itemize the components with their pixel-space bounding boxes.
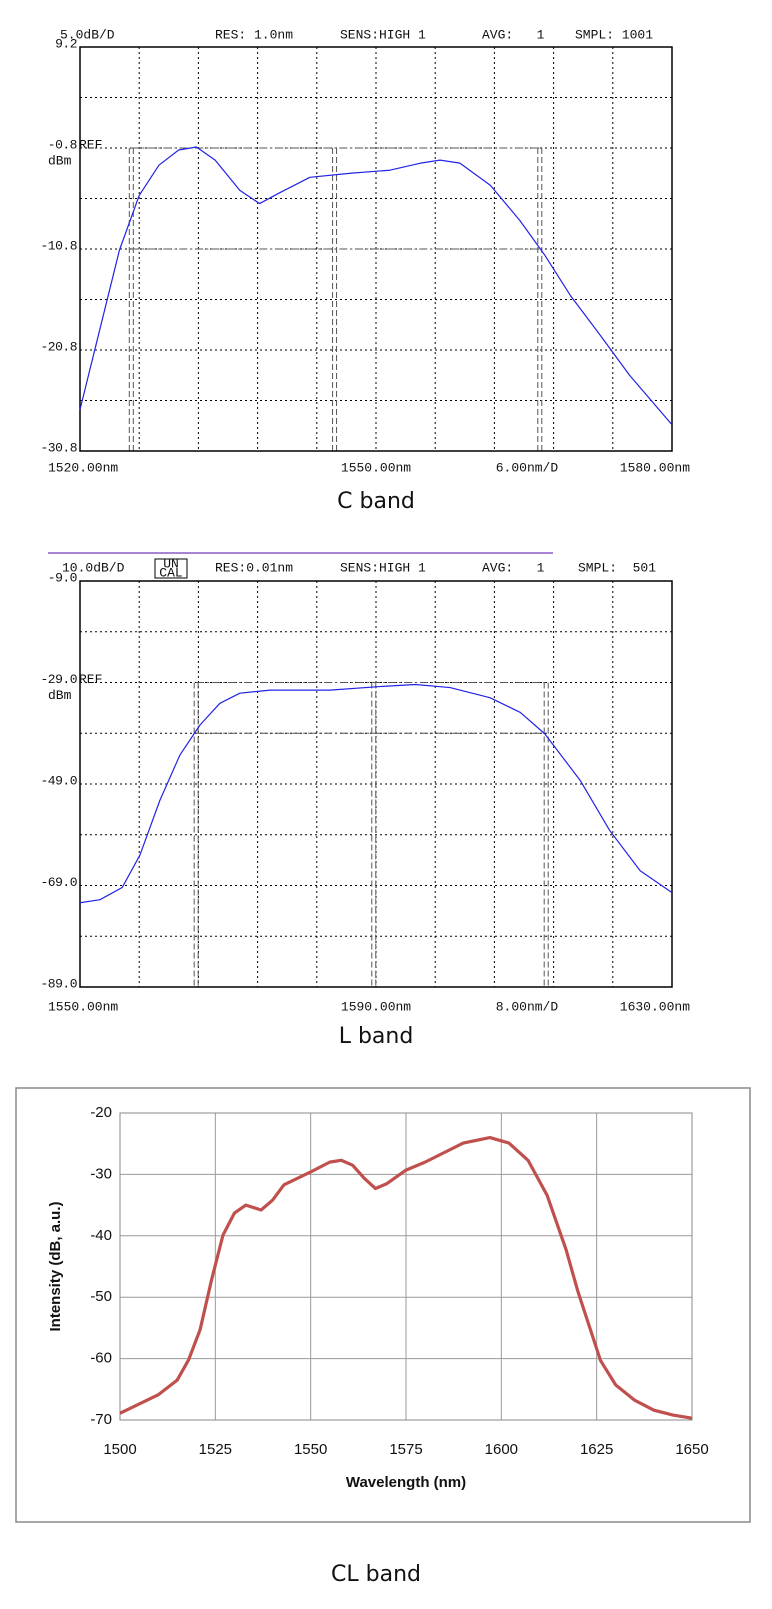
x-tick-label: 1500: [103, 1441, 136, 1458]
header-text: SMPL: 501: [578, 560, 656, 575]
header-text: 5.0dB/D: [60, 27, 115, 42]
data-line: [79, 146, 673, 426]
status-text: UN: [163, 556, 179, 571]
plot-frame: [119, 1112, 693, 1421]
x-tick-label: 1525: [199, 1441, 232, 1458]
chart-frame: [15, 1087, 751, 1523]
y-axis-title: Intensity (dB, a.u.): [47, 1201, 64, 1331]
caption: CL band: [331, 1562, 421, 1587]
unit-label: dBm: [48, 153, 72, 168]
x-tick-label: 1520.00nm: [48, 460, 118, 475]
y-tick-label: -30: [90, 1165, 112, 1182]
y-tick-label: -89.0: [40, 976, 77, 991]
x-division: 6.00nm/D: [496, 460, 559, 475]
header-text: RES: 1.0nm: [215, 27, 293, 42]
plot-frame: [79, 46, 673, 452]
x-tick-label: 1630.00nm: [620, 999, 690, 1014]
x-tick-label: 1625: [580, 1441, 613, 1458]
y-tick-label: -10.8: [40, 238, 77, 253]
x-tick-label: 1650: [675, 1441, 708, 1458]
y-tick-label: -20.8: [40, 339, 77, 354]
y-tick-label: -40: [90, 1227, 112, 1244]
y-tick-label: -20: [90, 1104, 112, 1121]
header-text: SMPL: 1001: [575, 27, 653, 42]
y-tick-label: 9.2: [55, 36, 77, 51]
x-division: 8.00nm/D: [496, 999, 559, 1014]
status-box: [154, 558, 188, 579]
y-tick-label: -30.8: [40, 440, 77, 455]
data-line: [119, 1135, 693, 1420]
header-text: AVG: 1: [482, 27, 545, 42]
header-text: AVG: 1: [482, 560, 545, 575]
caption: L band: [339, 1024, 414, 1049]
x-tick-label: 1580.00nm: [620, 460, 690, 475]
y-tick-label: -29.0: [40, 672, 77, 687]
header-text: SENS:HIGH 1: [340, 560, 426, 575]
header-text: RES:0.01nm: [215, 560, 293, 575]
y-tick-label: -0.8: [48, 137, 77, 152]
x-tick-label: 1550.00nm: [48, 999, 118, 1014]
y-tick-label: -69.0: [40, 875, 77, 890]
x-tick-label: 1575: [389, 1441, 422, 1458]
ref-label: REF: [79, 672, 102, 687]
x-tick-label: 1550: [294, 1441, 327, 1458]
y-tick-label: -50: [90, 1288, 112, 1305]
unit-label: dBm: [48, 688, 72, 703]
data-line: [79, 683, 673, 904]
y-tick-label: -60: [90, 1350, 112, 1367]
x-tick-label: 1600: [485, 1441, 518, 1458]
header-text: SENS:HIGH 1: [340, 27, 426, 42]
plot-frame: [79, 580, 673, 988]
header-text: 10.0dB/D: [62, 560, 125, 575]
y-tick-label: -49.0: [40, 773, 77, 788]
x-axis-title: Wavelength (nm): [346, 1474, 466, 1491]
y-tick-label: -9.0: [48, 570, 77, 585]
x-tick-label: 1550.00nm: [341, 460, 411, 475]
status-text: CAL: [159, 565, 182, 580]
caption: C band: [337, 489, 415, 514]
x-tick-label: 1590.00nm: [341, 999, 411, 1014]
ref-label: REF: [79, 137, 102, 152]
y-tick-label: -70: [90, 1411, 112, 1428]
